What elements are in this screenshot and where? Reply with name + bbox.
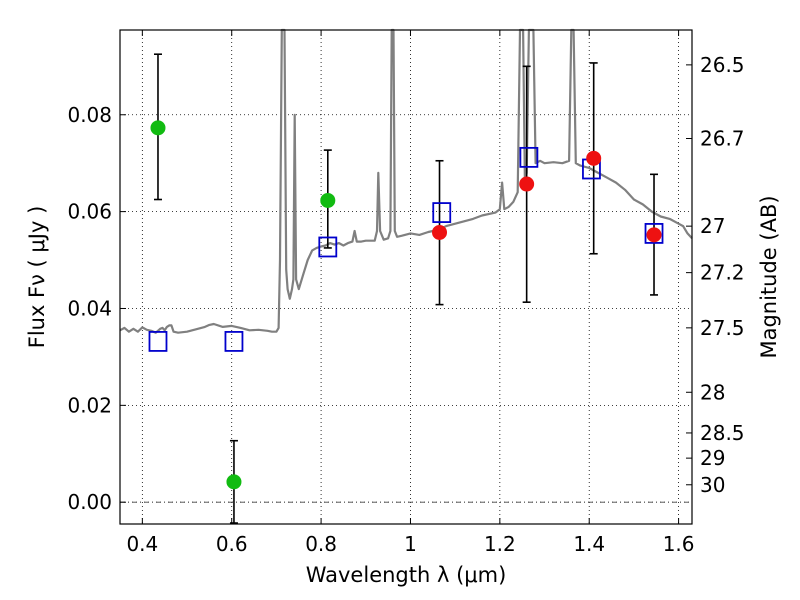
plot-border: [119, 29, 693, 525]
y2-tick-label: 26.5: [700, 53, 745, 77]
x-axis-label: Wavelength λ (μm): [306, 563, 507, 587]
blue-square-point: [224, 331, 244, 352]
blue-square-point: [519, 146, 539, 168]
y2-tick-label: 30: [700, 473, 725, 497]
y2-tick-label: 27: [700, 214, 725, 238]
blue-square-point: [318, 236, 338, 258]
green-point: [320, 192, 336, 208]
red-point: [432, 224, 448, 240]
green-point: [226, 474, 242, 490]
y-tick-label: 0.02: [67, 393, 112, 417]
y2-tick-label: 28.5: [700, 421, 745, 445]
y-tick-label: 0.08: [67, 103, 112, 127]
y2-tick-label: 27.2: [700, 261, 745, 285]
x-tick-label: 0.6: [216, 532, 248, 556]
red-point: [646, 227, 662, 243]
blue-square-point: [432, 202, 452, 223]
x-tick-label: 0.4: [126, 532, 158, 556]
y-tick-label: 0.00: [67, 490, 112, 514]
blue-square-point: [644, 223, 664, 244]
dot-layer: [150, 120, 662, 490]
y-tick-label: 0.04: [67, 296, 112, 320]
y2-tick-label: 28: [700, 380, 725, 404]
y2-tick-label: 26.7: [700, 126, 745, 150]
y2-tick-label: 27.5: [700, 316, 745, 340]
green-point: [150, 120, 166, 136]
red-point: [586, 150, 602, 166]
plot-area: [120, 30, 692, 524]
blue-square-point: [148, 331, 168, 352]
ticks-layer: 0.4 0.6 0.8 1 1.2 1.4 1.6 0.00 0.02 0.04 0.06 0.08 2…: [67, 30, 745, 556]
y-tick-label: 0.06: [67, 200, 112, 224]
y2-axis-label: Magnitude (AB): [757, 195, 781, 358]
blue-square-layer: [148, 146, 664, 352]
spectrum-line: [119, 28, 693, 334]
x-tick-label: 0.8: [305, 532, 337, 556]
spectrum-layer: [119, 28, 693, 334]
x-tick-label: 1: [404, 532, 417, 556]
x-tick-label: 1.4: [573, 532, 605, 556]
red-point: [519, 176, 535, 192]
y2-tick-label: 29: [700, 446, 725, 470]
x-tick-label: 1.2: [484, 532, 516, 556]
x-tick-label: 1.6: [663, 532, 695, 556]
y-axis-label: Flux Fν ( μJy ): [25, 206, 49, 349]
